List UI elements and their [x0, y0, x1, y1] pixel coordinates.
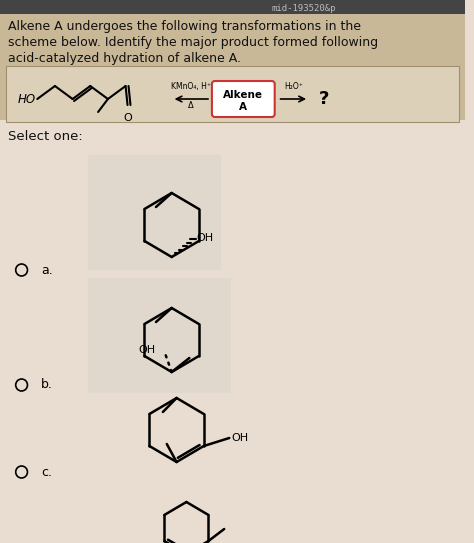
Text: O: O — [123, 113, 132, 123]
Text: Alkene A undergoes the following transformations in the: Alkene A undergoes the following transfo… — [8, 20, 361, 33]
FancyBboxPatch shape — [6, 66, 459, 122]
Text: H₂O⁺: H₂O⁺ — [284, 82, 303, 91]
Text: ?: ? — [319, 90, 329, 108]
Text: OH: OH — [231, 433, 248, 443]
FancyBboxPatch shape — [0, 0, 465, 14]
Text: Δ: Δ — [189, 101, 194, 110]
Text: acid-catalyzed hydration of alkene A.: acid-catalyzed hydration of alkene A. — [8, 52, 241, 65]
FancyBboxPatch shape — [88, 278, 230, 393]
Text: HO: HO — [18, 92, 36, 105]
Text: scheme below. Identify the major product formed following: scheme below. Identify the major product… — [8, 36, 378, 49]
FancyBboxPatch shape — [212, 81, 275, 117]
Text: c.: c. — [41, 465, 52, 478]
Text: KMnO₄, H⁺: KMnO₄, H⁺ — [171, 82, 211, 91]
Text: Alkene: Alkene — [223, 90, 263, 100]
Text: mid-193520&p: mid-193520&p — [272, 3, 337, 12]
Text: OH: OH — [138, 345, 155, 355]
Text: b.: b. — [41, 378, 53, 392]
Text: OH: OH — [196, 233, 213, 243]
FancyBboxPatch shape — [0, 0, 465, 120]
Text: a.: a. — [41, 263, 53, 276]
Text: Select one:: Select one: — [8, 130, 82, 143]
FancyBboxPatch shape — [88, 155, 221, 270]
Text: A: A — [239, 102, 247, 112]
